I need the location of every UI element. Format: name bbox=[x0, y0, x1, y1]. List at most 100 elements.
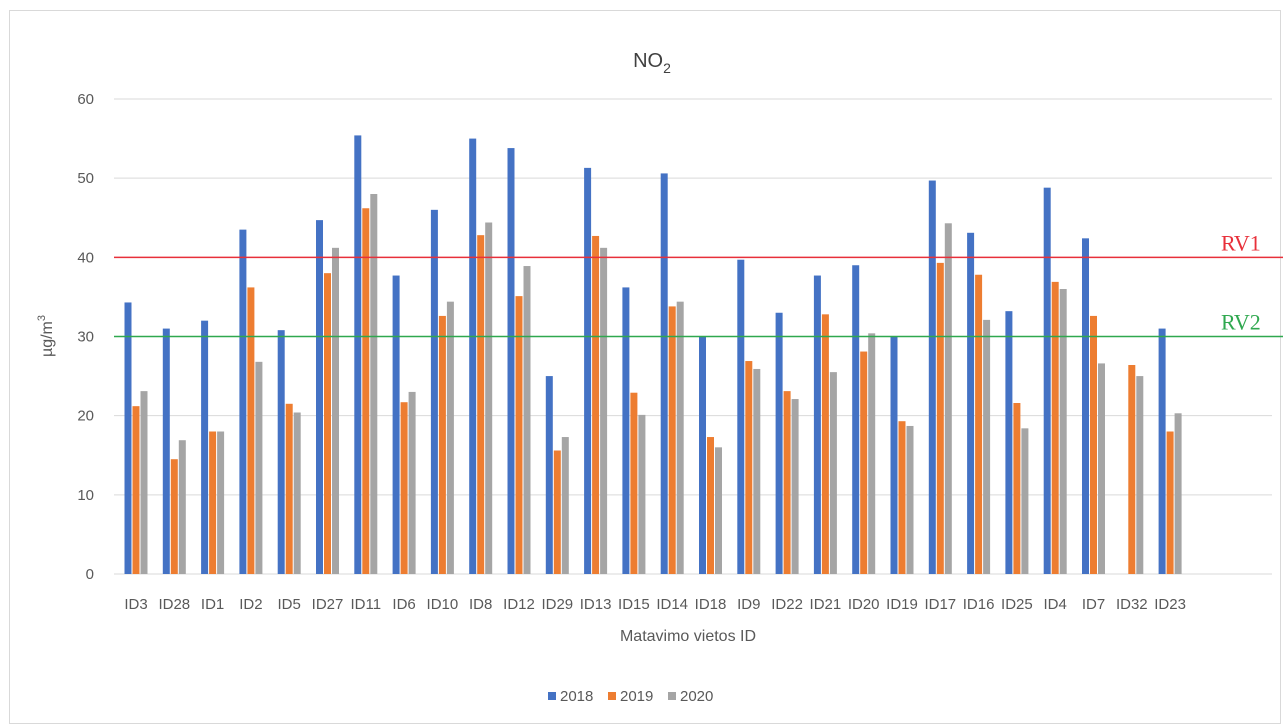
bar-2018-ID15 bbox=[622, 287, 630, 574]
reference-label-RV1: RV1 bbox=[1221, 230, 1261, 255]
x-tick-label: ID21 bbox=[810, 596, 842, 613]
bar-2018-ID4 bbox=[1043, 187, 1051, 574]
bar-2020-ID21 bbox=[829, 372, 837, 574]
bar-2020-ID22 bbox=[791, 399, 799, 574]
bar-2020-ID10 bbox=[446, 301, 454, 574]
bar-2020-ID19 bbox=[906, 425, 914, 574]
x-tick-label: ID14 bbox=[656, 596, 688, 613]
bar-2019-ID12 bbox=[515, 296, 523, 574]
x-tick-label: ID28 bbox=[158, 596, 190, 613]
bar-2018-ID8 bbox=[469, 138, 477, 575]
bar-2020-ID28 bbox=[178, 440, 186, 574]
bar-2018-ID9 bbox=[737, 259, 745, 574]
bar-2019-ID3 bbox=[132, 406, 140, 574]
x-tick-label: ID3 bbox=[124, 596, 147, 613]
bar-2020-ID23 bbox=[1174, 413, 1182, 574]
bar-2019-ID25 bbox=[1013, 403, 1021, 574]
y-tick-label: 50 bbox=[77, 170, 94, 187]
bar-2020-ID4 bbox=[1059, 289, 1067, 574]
x-tick-label: ID16 bbox=[963, 596, 995, 613]
bar-2018-ID21 bbox=[813, 275, 821, 574]
bar-2020-ID29 bbox=[561, 437, 569, 574]
bar-2020-ID32 bbox=[1136, 376, 1144, 574]
y-tick-label: 0 bbox=[86, 566, 94, 583]
bar-2019-ID7 bbox=[1090, 315, 1097, 574]
bars bbox=[124, 135, 1182, 575]
bar-2020-ID7 bbox=[1098, 363, 1105, 574]
bar-2018-ID2 bbox=[239, 229, 247, 574]
legend: 2018 2019 2020 bbox=[548, 688, 713, 705]
bar-2020-ID11 bbox=[370, 194, 378, 574]
bar-2020-ID6 bbox=[408, 391, 416, 574]
bar-2019-ID14 bbox=[668, 306, 676, 574]
chart-frame bbox=[9, 10, 1281, 724]
x-tick-label: ID11 bbox=[351, 596, 382, 613]
x-tick-label: ID6 bbox=[392, 596, 415, 613]
legend-swatch-2018 bbox=[548, 692, 556, 700]
bar-2020-ID1 bbox=[217, 431, 225, 574]
bar-2018-ID29 bbox=[545, 376, 553, 574]
bar-2019-ID19 bbox=[898, 421, 906, 574]
bar-2018-ID14 bbox=[660, 173, 668, 574]
x-tick-label: ID29 bbox=[541, 596, 573, 613]
bar-2018-ID6 bbox=[392, 275, 400, 574]
bar-2020-ID8 bbox=[485, 222, 493, 574]
bar-2019-ID11 bbox=[362, 208, 370, 574]
bar-2020-ID13 bbox=[600, 247, 608, 575]
y-tick-label: 10 bbox=[77, 487, 94, 504]
bar-2020-ID15 bbox=[638, 414, 646, 574]
x-tick-label: ID25 bbox=[1001, 596, 1033, 613]
bar-2020-ID16 bbox=[983, 319, 991, 574]
x-tick-label: ID27 bbox=[312, 596, 344, 613]
bar-2019-ID32 bbox=[1128, 365, 1136, 574]
bar-2019-ID21 bbox=[821, 314, 829, 574]
bar-2018-ID17 bbox=[928, 180, 936, 574]
bar-2019-ID28 bbox=[170, 459, 178, 574]
legend-swatch-2020 bbox=[668, 692, 676, 700]
x-tick-labels: ID3 ID28 ID1 ID2 ID5 ID27 ID11 ID6 ID10 ID8 ID12 ID… bbox=[124, 596, 1186, 613]
bar-2019-ID15 bbox=[630, 392, 638, 574]
y-tick-label: 20 bbox=[77, 408, 94, 425]
x-tick-label: ID13 bbox=[580, 596, 612, 613]
x-tick-label: ID1 bbox=[201, 596, 224, 613]
x-tick-label: ID4 bbox=[1044, 596, 1067, 613]
bar-2020-ID5 bbox=[293, 412, 301, 574]
x-tick-label: ID23 bbox=[1154, 596, 1186, 613]
bar-2020-ID2 bbox=[255, 361, 263, 574]
x-tick-label: ID19 bbox=[886, 596, 918, 613]
bar-2019-ID20 bbox=[860, 351, 868, 574]
bar-2018-ID20 bbox=[852, 265, 860, 574]
chart-title: NO2 bbox=[633, 50, 671, 76]
legend-label-2019: 2019 bbox=[620, 688, 653, 705]
x-tick-label: ID18 bbox=[695, 596, 727, 613]
x-tick-label: ID12 bbox=[503, 596, 535, 613]
bar-2018-ID7 bbox=[1082, 238, 1089, 575]
bar-2020-ID9 bbox=[753, 368, 761, 574]
bar-2019-ID17 bbox=[936, 262, 944, 574]
y-axis-title: µg/m3 bbox=[36, 315, 56, 357]
bar-2018-ID5 bbox=[277, 330, 285, 574]
reference-lines: RV1 RV2 bbox=[114, 230, 1283, 338]
bar-2019-ID8 bbox=[477, 235, 485, 574]
x-tick-label: ID8 bbox=[469, 596, 492, 613]
bar-2019-ID27 bbox=[324, 273, 331, 574]
bar-2019-ID13 bbox=[592, 235, 600, 575]
x-tick-label: ID15 bbox=[618, 596, 650, 613]
y-tick-label: 40 bbox=[77, 249, 94, 266]
bar-2020-ID18 bbox=[715, 447, 722, 574]
x-axis-title: Matavimo vietos ID bbox=[620, 628, 756, 645]
x-tick-label: ID9 bbox=[737, 596, 760, 613]
y-tick-label: 30 bbox=[77, 329, 94, 346]
bar-2020-ID3 bbox=[140, 391, 148, 574]
x-tick-label: ID17 bbox=[924, 596, 956, 613]
bar-2018-ID28 bbox=[162, 328, 170, 574]
bar-2020-ID27 bbox=[332, 247, 339, 575]
bar-2019-ID5 bbox=[285, 403, 293, 574]
legend-swatch-2019 bbox=[608, 692, 616, 700]
bar-2018-ID3 bbox=[124, 302, 132, 574]
legend-label-2018: 2018 bbox=[560, 688, 593, 705]
bar-2018-ID27 bbox=[316, 220, 323, 574]
bar-2018-ID22 bbox=[775, 312, 783, 574]
bar-2018-ID25 bbox=[1005, 311, 1013, 574]
x-tick-label: ID10 bbox=[427, 596, 459, 613]
